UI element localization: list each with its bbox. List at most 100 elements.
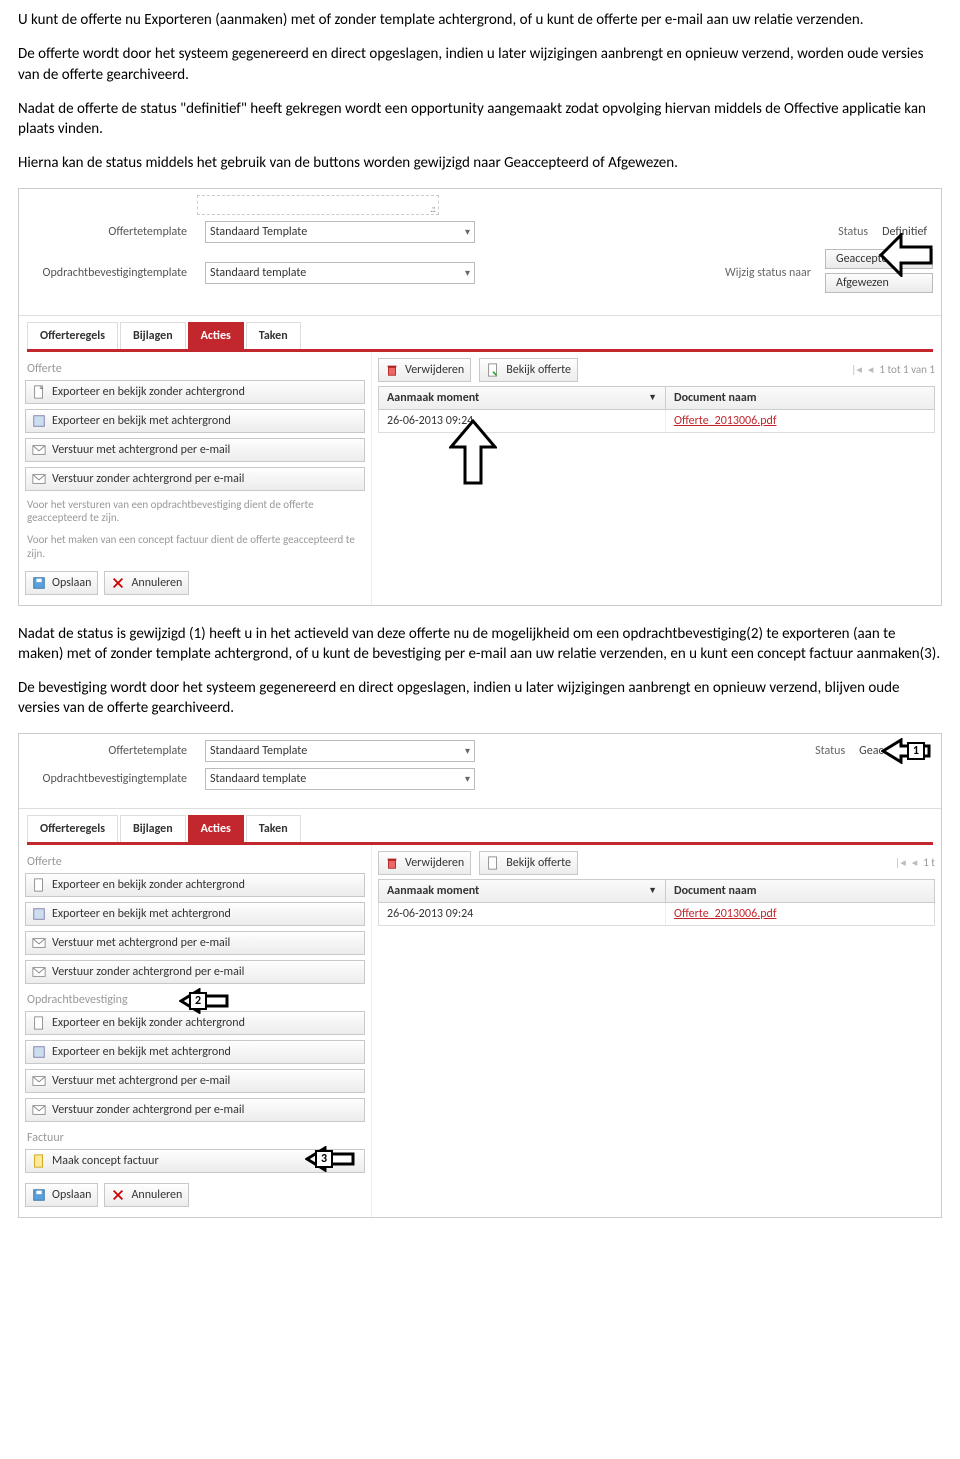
- action-export-with-bg[interactable]: Exporteer en bekijk met achtergrond: [25, 409, 365, 433]
- table-row[interactable]: 26-06-2013 09:24 Offerte_2013006.pdf: [378, 903, 935, 926]
- status-label: Status: [815, 744, 851, 758]
- close-icon: [111, 576, 125, 590]
- cancel-label: Annuleren: [131, 576, 182, 590]
- textarea-resize-grip[interactable]: [197, 195, 439, 215]
- cell-document-naam[interactable]: Offerte_2013006.pdf: [666, 903, 934, 925]
- cell-document-naam[interactable]: Offerte_2013006.pdf: [666, 410, 934, 432]
- action-send-with-bg[interactable]: Verstuur met achtergrond per e-mail: [25, 438, 365, 462]
- action-label: Verstuur zonder achtergrond per e-mail: [52, 472, 244, 486]
- verwijderen-button[interactable]: Verwijderen: [378, 358, 471, 382]
- tab-bijlagen[interactable]: Bijlagen: [120, 322, 186, 349]
- tab-acties[interactable]: Acties: [188, 815, 244, 842]
- arrow-pointer-icon: [449, 419, 497, 485]
- body-paragraph: De offerte wordt door het systeem gegene…: [18, 44, 942, 85]
- action-opdracht-send-no-bg[interactable]: Verstuur zonder achtergrond per e-mail: [25, 1098, 365, 1122]
- status-label: Status: [838, 225, 874, 239]
- opdrachttemplate-value: Standaard template: [210, 266, 306, 280]
- bekijk-label: Bekijk offerte: [506, 363, 571, 377]
- offertetemplate-select[interactable]: Standaard Template ▾: [205, 221, 475, 243]
- action-export-with-bg[interactable]: Exporteer en bekijk met achtergrond: [25, 902, 365, 926]
- pager-prev-icon[interactable]: ◂: [868, 363, 874, 376]
- disk-icon: [32, 1188, 46, 1202]
- action-opdracht-export-no-bg[interactable]: Exporteer en bekijk zonder achtergrond: [25, 1011, 365, 1035]
- action-send-no-bg[interactable]: Verstuur zonder achtergrond per e-mail: [25, 960, 365, 984]
- opdrachttemplate-label: Opdrachtbevestigingtemplate: [27, 772, 197, 786]
- col-aanmaak-moment[interactable]: Aanmaak moment ▼: [379, 880, 666, 902]
- action-label: Exporteer en bekijk zonder achtergrond: [52, 878, 245, 892]
- callout-1: 1: [907, 742, 925, 760]
- save-label: Opslaan: [52, 1188, 91, 1202]
- action-opdracht-export-with-bg[interactable]: Exporteer en bekijk met achtergrond: [25, 1040, 365, 1064]
- action-send-with-bg[interactable]: Verstuur met achtergrond per e-mail: [25, 931, 365, 955]
- tab-bar: Offerteregels Bijlagen Acties Taken: [19, 316, 941, 349]
- save-button[interactable]: Opslaan: [25, 571, 98, 595]
- grid-header: Aanmaak moment ▼ Document naam: [378, 386, 935, 410]
- document-bg-icon: [32, 1045, 46, 1059]
- callout-3: 3: [315, 1150, 333, 1168]
- chevron-down-icon: ▾: [465, 772, 470, 785]
- body-paragraph: U kunt de offerte nu Exporteren (aanmake…: [18, 10, 942, 30]
- action-export-no-bg[interactable]: Exporteer en bekijk zonder achtergrond: [25, 873, 365, 897]
- grid-header: Aanmaak moment ▼ Document naam: [378, 879, 935, 903]
- note-opdrachtbevestiging: Voor het versturen van een opdrachtbeves…: [25, 496, 365, 532]
- document-icon: [32, 1016, 46, 1030]
- offertetemplate-label: Offertetemplate: [27, 744, 197, 758]
- opdrachttemplate-select[interactable]: Standaard template ▾: [205, 262, 475, 284]
- tab-taken[interactable]: Taken: [246, 322, 301, 349]
- tab-offerteregels[interactable]: Offerteregels: [27, 815, 118, 842]
- opdrachttemplate-value: Standaard template: [210, 772, 306, 786]
- view-icon: [486, 856, 500, 870]
- col-aanmaak-label: Aanmaak moment: [387, 884, 479, 898]
- bekijk-offerte-button[interactable]: Bekijk offerte: [479, 358, 578, 382]
- save-button[interactable]: Opslaan: [25, 1183, 98, 1207]
- action-label: Exporteer en bekijk met achtergrond: [52, 1045, 231, 1059]
- col-document-naam[interactable]: Document naam: [666, 880, 934, 902]
- cancel-button[interactable]: Annuleren: [104, 571, 189, 595]
- tab-acties[interactable]: Acties: [188, 322, 244, 349]
- document-bg-icon: [32, 907, 46, 921]
- col-aanmaak-label: Aanmaak moment: [387, 391, 479, 405]
- disk-icon: [32, 576, 46, 590]
- mail-icon: [32, 936, 46, 950]
- mail-icon: [32, 443, 46, 457]
- screenshot-1: Offertetemplate Standaard Template ▾ Sta…: [18, 188, 942, 606]
- mail-icon: [32, 1074, 46, 1088]
- arrow-pointer-icon: [879, 233, 933, 277]
- action-label: Verstuur zonder achtergrond per e-mail: [52, 1103, 244, 1117]
- callout-2: 2: [189, 992, 207, 1010]
- document-icon: [32, 385, 46, 399]
- tab-offerteregels[interactable]: Offerteregels: [27, 322, 118, 349]
- invoice-icon: [32, 1154, 46, 1168]
- chevron-down-icon: ▾: [465, 744, 470, 757]
- mail-icon: [32, 472, 46, 486]
- action-opdracht-send-with-bg[interactable]: Verstuur met achtergrond per e-mail: [25, 1069, 365, 1093]
- pager-first-icon[interactable]: |◂: [895, 856, 906, 869]
- opdrachttemplate-select[interactable]: Standaard template ▾: [205, 768, 475, 790]
- pager: |◂ ◂ 1 t: [895, 856, 935, 869]
- col-aanmaak-moment[interactable]: Aanmaak moment ▼: [379, 387, 666, 409]
- offertetemplate-select[interactable]: Standaard Template ▾: [205, 740, 475, 762]
- pager-first-icon[interactable]: |◂: [851, 363, 862, 376]
- bekijk-label: Bekijk offerte: [506, 856, 571, 870]
- action-label: Verstuur met achtergrond per e-mail: [52, 1074, 230, 1088]
- cancel-button[interactable]: Annuleren: [104, 1183, 189, 1207]
- tab-bijlagen[interactable]: Bijlagen: [120, 815, 186, 842]
- pager-prev-icon[interactable]: ◂: [912, 856, 918, 869]
- screenshot-2: Offertetemplate Standaard Template ▾ Sta…: [18, 733, 942, 1218]
- documents-main: Verwijderen Bekijk offerte |◂ ◂ 1 t Aanm…: [372, 845, 941, 1217]
- pager-text: 1 tot 1 van 1: [879, 363, 935, 376]
- col-document-naam[interactable]: Document naam: [666, 387, 934, 409]
- actions-sidebar: Offerte Exporteer en bekijk zonder achte…: [19, 352, 372, 605]
- action-send-no-bg[interactable]: Verstuur zonder achtergrond per e-mail: [25, 467, 365, 491]
- action-export-no-bg[interactable]: Exporteer en bekijk zonder achtergrond: [25, 380, 365, 404]
- trash-icon: [385, 363, 399, 377]
- pager-text: 1 t: [923, 856, 935, 869]
- verwijderen-button[interactable]: Verwijderen: [378, 851, 471, 875]
- tab-taken[interactable]: Taken: [246, 815, 301, 842]
- bekijk-offerte-button[interactable]: Bekijk offerte: [479, 851, 578, 875]
- save-label: Opslaan: [52, 576, 91, 590]
- verwijderen-label: Verwijderen: [405, 856, 464, 870]
- cell-aanmaak-moment: 26-06-2013 09:24: [379, 903, 666, 925]
- action-label: Verstuur zonder achtergrond per e-mail: [52, 965, 244, 979]
- chevron-down-icon: ▾: [465, 266, 470, 279]
